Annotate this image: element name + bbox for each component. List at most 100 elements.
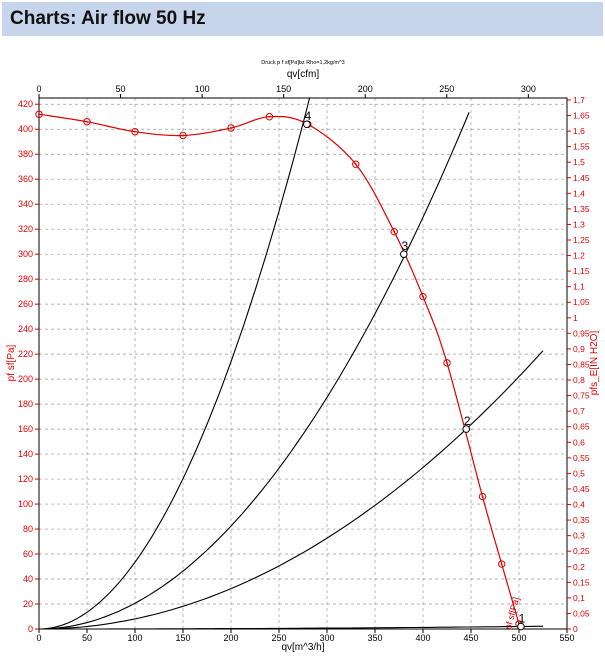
fan-curve-point-marker bbox=[498, 560, 506, 568]
system-curve-1 bbox=[39, 625, 544, 630]
x-bottom-tick-label: 350 bbox=[367, 633, 382, 643]
y-right-tick-label: 0,75 bbox=[573, 391, 590, 401]
y-right-tick-label: 1,6 bbox=[573, 126, 585, 136]
operating-point-label: 4 bbox=[304, 109, 311, 123]
y-left-tick-label: 360 bbox=[18, 174, 33, 184]
fan-curve-point-dot bbox=[500, 563, 503, 565]
system-curve-3 bbox=[38, 112, 470, 630]
x-bottom-tick-label: 250 bbox=[271, 633, 286, 643]
y-right-tick-label: 0,1 bbox=[573, 593, 585, 603]
y-right-tick-label: 0,05 bbox=[573, 608, 590, 618]
operating-point-marker bbox=[462, 425, 471, 433]
fan-curve-point-dot bbox=[481, 495, 484, 498]
fan-curve-point-marker bbox=[179, 131, 187, 140]
fan-curve-point-dot bbox=[134, 130, 136, 133]
operating-point-label: 3 bbox=[401, 239, 408, 253]
y-left-tick-label: 160 bbox=[18, 424, 33, 434]
y-right-tick-label: 0,6 bbox=[573, 437, 585, 447]
x-top-axis-label: qv[cfm] bbox=[287, 69, 319, 80]
y-left-tick-label: 340 bbox=[18, 199, 33, 209]
y-left-axis-label: pf sf[Pa] bbox=[6, 344, 17, 381]
y-right-tick-label: 1,5 bbox=[573, 157, 585, 167]
y-left-tick-label: 380 bbox=[18, 149, 33, 159]
operating-point-marker bbox=[517, 622, 525, 631]
y-right-tick-label: 0,35 bbox=[573, 515, 590, 525]
y-left-tick-label: 20 bbox=[23, 599, 33, 609]
y-right-tick-label: 0,5 bbox=[573, 468, 585, 478]
y-left-tick-label: 260 bbox=[18, 299, 33, 309]
y-right-tick-label: 0,15 bbox=[573, 577, 590, 587]
x-top-tick-label: 300 bbox=[521, 84, 536, 94]
x-top-tick-label: 150 bbox=[276, 84, 291, 94]
page-header: Charts: Air flow 50 Hz bbox=[2, 2, 603, 36]
fan-curve-point-marker bbox=[227, 124, 235, 132]
fan-curve-point-dot bbox=[422, 295, 424, 298]
x-bottom-tick-label: 450 bbox=[463, 633, 478, 643]
y-right-tick-label: 1,55 bbox=[573, 142, 590, 152]
y-left-tick-label: 180 bbox=[18, 399, 33, 409]
y-right-tick-label: 0,65 bbox=[573, 422, 590, 432]
fan-curve-point-marker bbox=[265, 113, 274, 121]
y-right-tick-label: 0 bbox=[573, 624, 578, 634]
y-right-tick-label: 1 bbox=[573, 313, 578, 323]
curves: pf sf[Pa] bbox=[35, 97, 544, 630]
fan-curve-point-dot bbox=[354, 163, 357, 166]
x-top-tick-label: 0 bbox=[36, 84, 41, 94]
operating-point-label: 2 bbox=[464, 414, 471, 428]
system-curve-4 bbox=[38, 97, 311, 630]
y-right-tick-label: 0,3 bbox=[573, 531, 585, 541]
x-bottom-tick-label: 500 bbox=[511, 633, 526, 643]
fan-curve-point-marker bbox=[352, 160, 360, 168]
y-right-tick-label: 1,3 bbox=[573, 219, 585, 229]
y-left-tick-label: 140 bbox=[18, 449, 33, 459]
operating-point-label: 1 bbox=[519, 612, 526, 626]
chart-subtitle: Druck p f sf[Pa]bz Rho=1,2kg/m^3 bbox=[261, 60, 344, 66]
fan-curve-point-dot bbox=[268, 115, 271, 118]
y-right-tick-label: 1,35 bbox=[573, 204, 590, 214]
y-left-tick-label: 420 bbox=[18, 99, 33, 109]
y-left-tick-label: 80 bbox=[23, 524, 33, 534]
x-top-tick-label: 100 bbox=[195, 84, 210, 94]
x-bottom-tick-label: 50 bbox=[82, 633, 92, 643]
y-left-tick-label: 200 bbox=[18, 374, 33, 384]
x-bottom-tick-label: 100 bbox=[127, 633, 142, 643]
y-right-tick-label: 0,4 bbox=[573, 500, 585, 510]
y-left-tick-label: 40 bbox=[23, 574, 33, 584]
fan-curve-point-dot bbox=[230, 127, 232, 129]
y-right-tick-label: 0,95 bbox=[573, 328, 590, 338]
y-right-tick-label: 0,2 bbox=[573, 562, 585, 572]
x-bottom-tick-label: 300 bbox=[319, 633, 334, 643]
operating-point-marker bbox=[303, 120, 311, 129]
x-bottom-tick-label: 0 bbox=[36, 633, 41, 643]
fan-curve-point-marker bbox=[83, 118, 91, 126]
y-right-axis-label: pfs_E[IN H2O] bbox=[589, 331, 600, 396]
fan-curve-point-marker bbox=[35, 110, 43, 118]
x-bottom-tick-label: 400 bbox=[415, 633, 430, 643]
x-top-tick-label: 200 bbox=[358, 84, 373, 94]
x-top-tick-label: 250 bbox=[439, 84, 454, 94]
y-left-tick-label: 280 bbox=[18, 274, 33, 284]
grid bbox=[39, 98, 567, 629]
y-left-tick-label: 120 bbox=[18, 474, 33, 484]
y-right-tick-label: 1,25 bbox=[573, 235, 590, 245]
y-left-tick-label: 320 bbox=[18, 224, 33, 234]
fan-curve-point-marker bbox=[478, 492, 487, 501]
y-left-tick-label: 100 bbox=[18, 499, 33, 509]
y-right-tick-label: 0,25 bbox=[573, 546, 590, 556]
operating-point-marker bbox=[400, 250, 408, 258]
y-left-tick-label: 220 bbox=[18, 349, 33, 359]
y-right-tick-label: 0,8 bbox=[573, 375, 585, 385]
y-right-tick-label: 1,7 bbox=[573, 95, 585, 105]
fan-curve-point-dot bbox=[86, 120, 88, 123]
fan-curve-point-marker bbox=[419, 292, 427, 301]
y-left-tick-label: 300 bbox=[18, 249, 33, 259]
y-right-tick-label: 0,45 bbox=[573, 484, 590, 494]
y-right-tick-label: 1,65 bbox=[573, 111, 590, 121]
y-right-tick-label: 1,05 bbox=[573, 297, 590, 307]
x-bottom-tick-label: 200 bbox=[223, 633, 238, 643]
x-bottom-tick-label: 550 bbox=[559, 633, 574, 643]
y-right-tick-label: 1,1 bbox=[573, 282, 585, 292]
y-right-tick-label: 1,45 bbox=[573, 173, 590, 183]
y-left-tick-label: 240 bbox=[18, 324, 33, 334]
x-bottom-axis-label: qv[m^3/h] bbox=[281, 642, 324, 653]
